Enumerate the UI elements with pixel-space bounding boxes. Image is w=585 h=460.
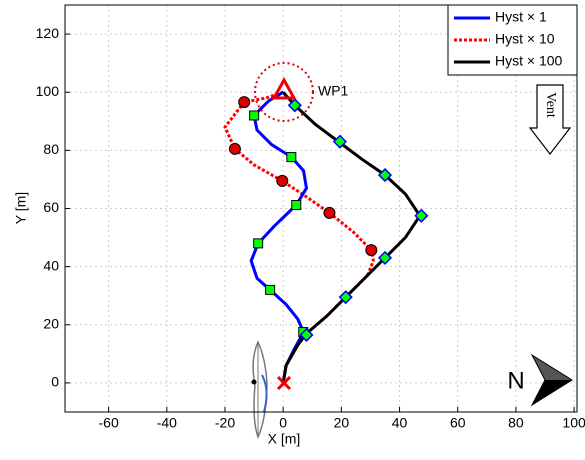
waypoint-marker <box>271 76 297 100</box>
marker <box>365 244 378 257</box>
marker <box>276 174 289 187</box>
marker <box>377 250 393 265</box>
axes-frame <box>64 4 578 413</box>
y-tick-label: 20 <box>43 315 59 331</box>
marker <box>286 152 297 163</box>
waypoint-circle <box>254 62 314 122</box>
marker <box>377 168 393 183</box>
north-arrow-shade <box>532 380 572 405</box>
wind-arrow <box>528 84 572 155</box>
north-label: N <box>507 367 524 394</box>
x-tick-label: 40 <box>392 415 408 431</box>
x-tick-label: 80 <box>508 415 524 431</box>
marker <box>323 206 336 219</box>
marker <box>253 238 264 249</box>
wind-label: Vent <box>543 92 558 118</box>
x-tick-label: 60 <box>450 415 466 431</box>
marker <box>249 110 260 121</box>
y-tick-label: 0 <box>51 374 59 390</box>
y-tick-label: 100 <box>36 83 60 99</box>
boat-sail <box>261 374 268 413</box>
marker <box>338 290 353 305</box>
y-tick-label: 120 <box>36 25 60 41</box>
legend-label: Hyst × 10 <box>495 31 555 47</box>
x-tick-label: -40 <box>157 415 177 431</box>
marker <box>287 98 302 113</box>
y-tick-label: 80 <box>43 141 59 157</box>
legend-label: Hyst × 1 <box>495 9 547 25</box>
marker <box>228 142 241 155</box>
marker <box>291 200 302 211</box>
x-axis-label: X [m] <box>268 431 301 447</box>
y-tick-label: 40 <box>43 257 59 273</box>
y-axis-label: Y [m] <box>13 192 29 224</box>
marker <box>414 208 429 223</box>
x-tick-label: 0 <box>279 415 287 431</box>
marker <box>238 96 251 109</box>
marker <box>265 284 276 295</box>
x-tick-label: 20 <box>334 415 350 431</box>
waypoint-label: WP1 <box>318 83 349 99</box>
x-tick-label: -60 <box>99 415 119 431</box>
origin-marker <box>276 375 292 391</box>
boat <box>252 340 268 439</box>
legend-label: Hyst × 100 <box>495 53 563 69</box>
boat-dot <box>251 379 257 385</box>
x-tick-label: 100 <box>562 415 585 431</box>
marker <box>299 327 314 343</box>
marker <box>332 134 347 149</box>
y-tick-label: 60 <box>43 199 59 215</box>
x-tick-label: -20 <box>215 415 235 431</box>
